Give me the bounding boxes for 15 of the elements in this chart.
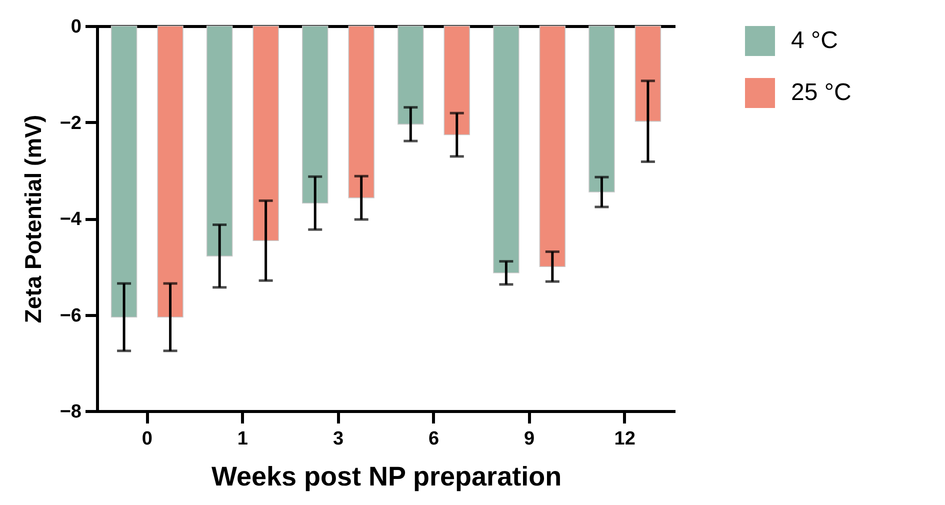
y-tick-label: 0	[70, 16, 82, 38]
x-tick-label: 6	[428, 428, 440, 450]
y-tick-label: −2	[60, 112, 82, 134]
x-tick-label: 0	[142, 428, 152, 450]
y-tick-label: −8	[60, 402, 82, 422]
legend-label: 4 °C	[791, 27, 838, 54]
x-axis-title: Weeks post NP preparation	[211, 462, 562, 492]
y-tick-label: −6	[60, 305, 82, 326]
y-axis-title: Zeta Potential (mV)	[20, 114, 46, 324]
y-tick-label: −4	[60, 209, 82, 230]
x-tick-label: 1	[237, 428, 248, 450]
x-tick-label: 9	[524, 428, 535, 450]
legend-label: 25 °C	[791, 79, 852, 106]
x-tick-label: 12	[614, 428, 636, 450]
x-tick-label: 3	[332, 428, 344, 450]
